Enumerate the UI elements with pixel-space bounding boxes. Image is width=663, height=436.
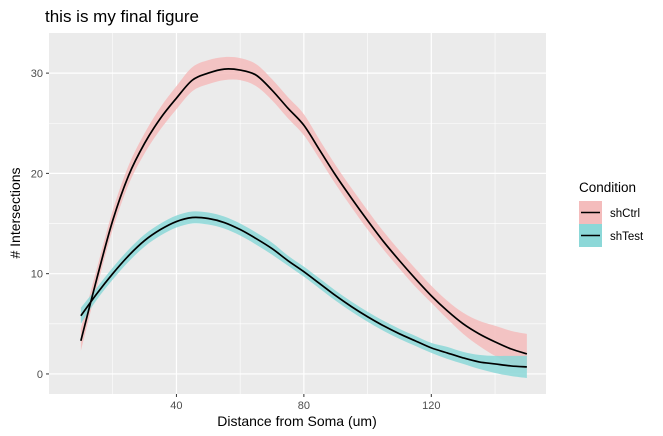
x-tick-label: 120 [422, 400, 440, 412]
confidence-band-shctrl [80, 56, 527, 370]
legend-label-shtest: shTest [610, 231, 644, 243]
series-line-shctrl [80, 68, 528, 355]
legend-title: Condition [579, 180, 636, 195]
legend-item-shtest: shTest [579, 224, 644, 247]
chart-title: this is my final figure [45, 7, 199, 26]
legend-label-shctrl: shCtrl [610, 208, 640, 220]
legend: Condition shCtrl shTest [579, 180, 644, 247]
y-tick-label: 20 [31, 168, 43, 180]
series-line-shtest [80, 216, 527, 368]
confidence-band-shtest [80, 211, 527, 378]
confidence-bands [80, 56, 527, 378]
y-tick-label: 30 [31, 68, 43, 80]
x-axis: 40 80 120 [170, 394, 440, 412]
x-tick-label: 40 [170, 400, 182, 412]
x-axis-title: Distance from Soma (um) [217, 413, 376, 429]
x-tick-label: 80 [298, 400, 310, 412]
y-axis: 0 10 20 30 [31, 68, 49, 381]
y-axis-title: # Intersections [7, 167, 23, 258]
plot-panel [49, 33, 546, 394]
y-tick-label: 10 [31, 269, 43, 281]
y-tick-label: 0 [37, 369, 43, 381]
legend-item-shctrl: shCtrl [579, 201, 640, 224]
series-lines [80, 68, 528, 368]
